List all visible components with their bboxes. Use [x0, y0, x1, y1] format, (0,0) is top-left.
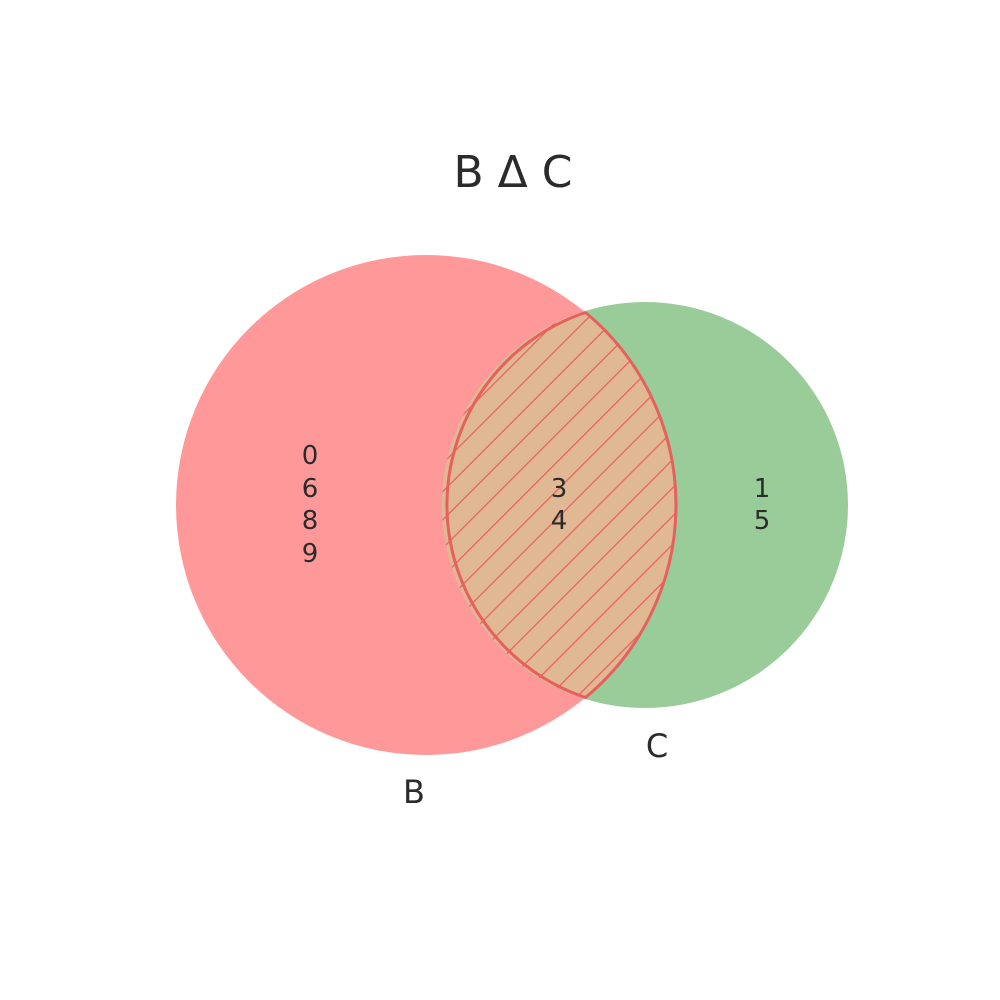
set-b-element: 6	[302, 474, 319, 504]
diagram-title: B Δ C	[454, 147, 573, 198]
intersection-elements: 3 4	[551, 474, 568, 536]
set-c-element: 5	[754, 506, 771, 536]
set-c-label: C	[646, 727, 668, 765]
intersection-element: 3	[551, 474, 568, 504]
intersection-outline	[445, 310, 678, 700]
set-b-element: 0	[302, 441, 319, 471]
set-c-element: 1	[754, 474, 771, 504]
set-b-element: 8	[302, 506, 319, 536]
set-c-only-elements: 1 5	[754, 474, 771, 536]
intersection-element: 4	[551, 506, 568, 536]
set-b-element: 9	[302, 539, 319, 569]
intersection-hatch	[442, 302, 676, 708]
intersection-region	[442, 302, 676, 708]
set-b-only-elements: 0 6 8 9	[302, 441, 319, 569]
set-b-label: B	[403, 773, 425, 811]
